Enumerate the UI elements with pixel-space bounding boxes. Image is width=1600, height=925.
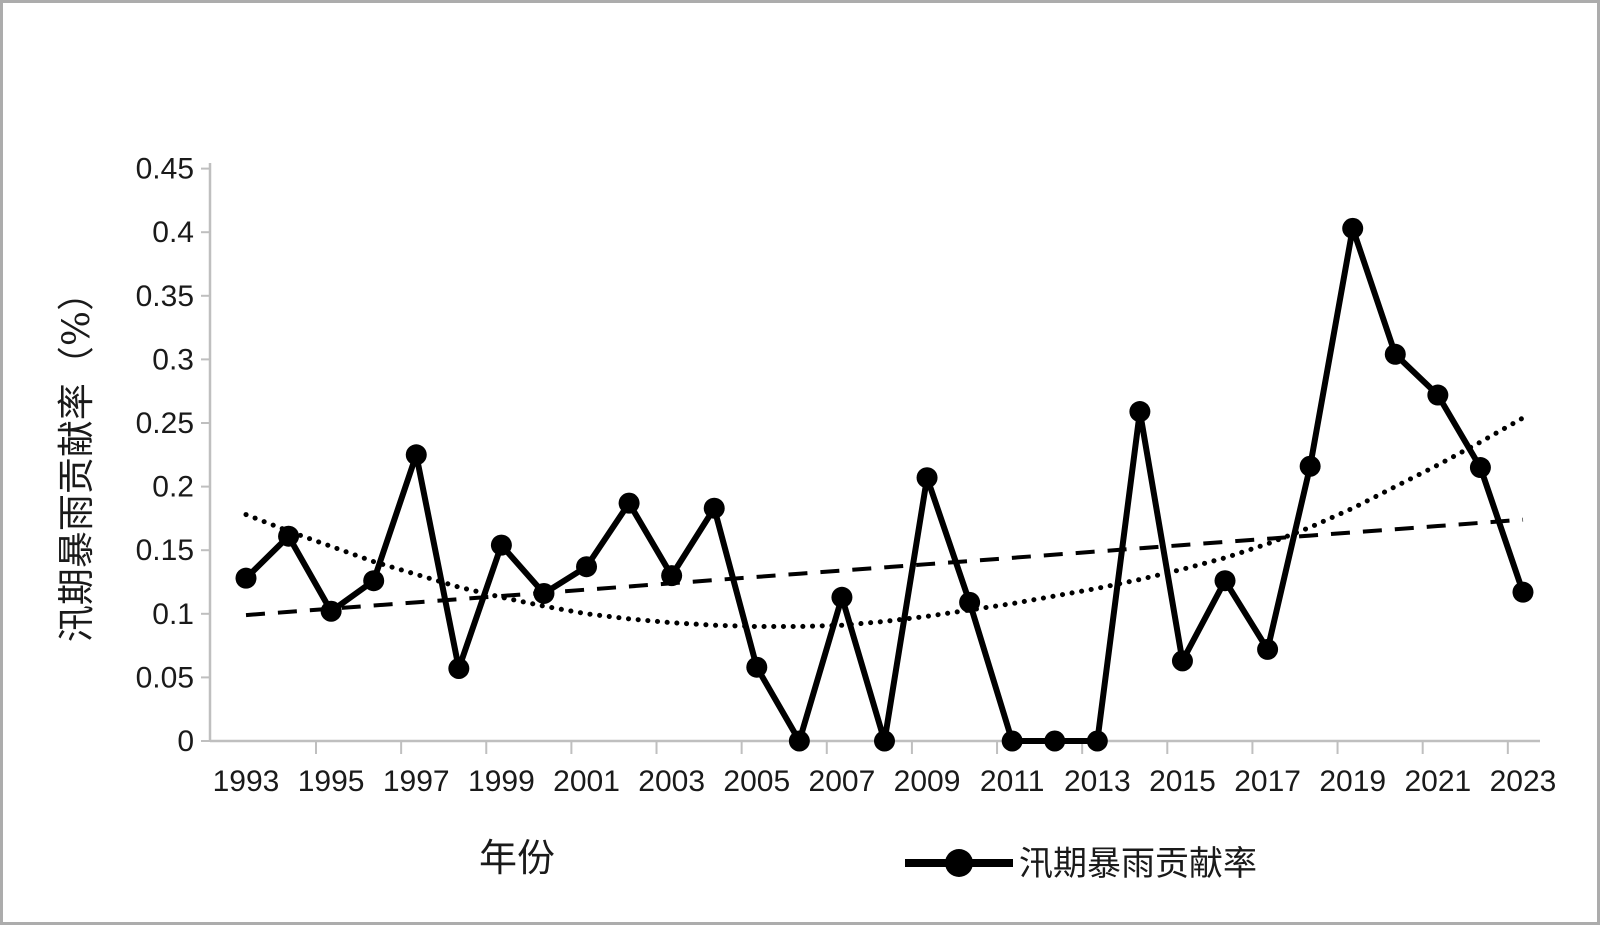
data-point-marker bbox=[320, 600, 342, 622]
legend-marker-icon bbox=[945, 849, 973, 877]
y-tick-label: 0.4 bbox=[152, 216, 194, 249]
y-tick-label: 0.1 bbox=[152, 598, 194, 631]
data-point-marker bbox=[746, 656, 768, 678]
data-point-marker bbox=[576, 556, 598, 578]
main-series-line bbox=[243, 225, 1526, 744]
data-point-marker bbox=[1086, 730, 1108, 752]
data-point-marker bbox=[278, 525, 300, 547]
x-tick-label: 2015 bbox=[1149, 765, 1216, 798]
data-point-marker bbox=[1171, 650, 1193, 672]
y-axis-title: 汛期暴雨贡献率（%） bbox=[55, 274, 98, 642]
x-tick-label: 2013 bbox=[1064, 765, 1131, 798]
data-point-marker bbox=[405, 444, 427, 466]
x-axis-title: 年份 bbox=[479, 836, 555, 880]
legend-label: 汛期暴雨贡献率 bbox=[1019, 844, 1257, 884]
y-tick-label: 0 bbox=[177, 725, 194, 758]
x-tick-label: 2005 bbox=[723, 765, 790, 798]
y-tick-label: 0.2 bbox=[152, 471, 194, 504]
x-tick-label: 1997 bbox=[383, 765, 450, 798]
data-point-marker bbox=[788, 730, 810, 752]
x-tick-label: 1993 bbox=[213, 765, 280, 798]
data-point-marker bbox=[916, 467, 938, 489]
x-tick-label: 1999 bbox=[468, 765, 535, 798]
data-point-marker bbox=[959, 591, 981, 613]
x-tick-label: 2021 bbox=[1404, 765, 1471, 798]
x-tick-label: 2017 bbox=[1234, 765, 1301, 798]
axes-group: 0 0.05 0.1 0.15 0.2 0.25 0.3 0.35 0.4 0.45 1993 199… bbox=[136, 153, 1557, 798]
data-point-marker bbox=[618, 492, 640, 514]
x-tick-label: 2019 bbox=[1319, 765, 1386, 798]
y-tick-label: 0.05 bbox=[136, 661, 194, 694]
data-point-marker bbox=[235, 567, 257, 589]
data-point-marker bbox=[1044, 730, 1066, 752]
data-point-marker bbox=[448, 657, 470, 679]
data-point-marker bbox=[1001, 730, 1023, 752]
y-tick-label: 0.3 bbox=[152, 343, 194, 376]
data-point-marker bbox=[1129, 401, 1151, 423]
flood-season-rainstorm-chart: 0 0.05 0.1 0.15 0.2 0.25 0.3 0.35 0.4 0.45 1993 199… bbox=[55, 153, 1557, 884]
y-tick-label: 0.15 bbox=[136, 534, 194, 567]
x-tick-label: 2011 bbox=[980, 765, 1045, 798]
y-tick-label: 0.35 bbox=[136, 280, 194, 313]
data-point-marker bbox=[831, 586, 853, 608]
data-point-marker bbox=[1427, 384, 1449, 406]
y-tick-label: 0.25 bbox=[136, 407, 194, 440]
data-point-marker bbox=[1214, 570, 1236, 592]
data-point-marker bbox=[703, 497, 725, 519]
data-point-marker bbox=[661, 565, 683, 587]
x-tick-label: 2023 bbox=[1490, 765, 1557, 798]
x-tick-label: 2001 bbox=[553, 765, 620, 798]
data-point-marker bbox=[1469, 457, 1491, 479]
data-point-marker bbox=[363, 570, 385, 592]
x-tick-label: 2003 bbox=[638, 765, 705, 798]
x-tick-label: 1995 bbox=[298, 765, 365, 798]
data-point-marker bbox=[1384, 343, 1406, 365]
data-point-marker bbox=[533, 582, 555, 604]
data-point-marker bbox=[490, 534, 512, 556]
y-tick-label: 0.45 bbox=[136, 153, 194, 186]
x-tick-label: 2007 bbox=[809, 765, 876, 798]
series-group bbox=[235, 217, 1534, 752]
trend-dotted-line bbox=[243, 415, 1526, 630]
data-point-marker bbox=[1299, 455, 1321, 477]
data-point-marker bbox=[1257, 638, 1279, 660]
data-point-marker bbox=[873, 730, 895, 752]
data-point-marker bbox=[1342, 217, 1364, 239]
trend-dashed-line bbox=[245, 517, 1524, 618]
x-tick-label: 2009 bbox=[894, 765, 961, 798]
legend: 汛期暴雨贡献率 bbox=[905, 844, 1257, 884]
data-point-marker bbox=[1512, 581, 1534, 603]
